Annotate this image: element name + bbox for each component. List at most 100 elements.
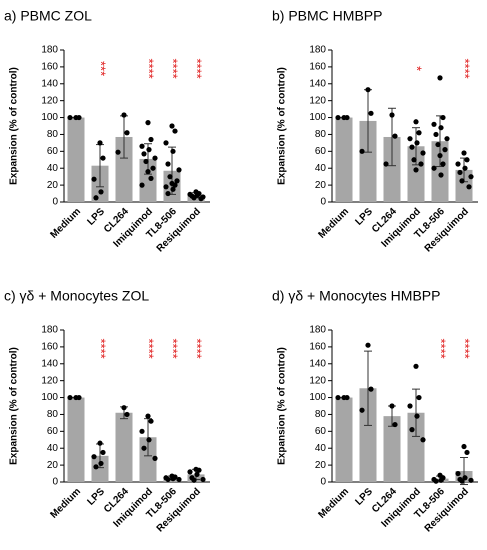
y-tick-label: 180 — [309, 325, 326, 336]
significance: **** — [458, 58, 473, 78]
y-tick-label: 40 — [315, 443, 327, 454]
data-point — [91, 454, 97, 460]
data-point — [169, 123, 175, 129]
panel-title: c) γδ + Monocytes ZOL — [4, 288, 149, 304]
y-tick-label: 140 — [41, 358, 58, 369]
data-point — [383, 161, 389, 167]
data-point — [392, 133, 398, 139]
y-tick-label: 140 — [41, 78, 58, 89]
y-tick-label: 180 — [309, 45, 326, 56]
data-point — [139, 182, 145, 188]
data-point — [152, 455, 158, 461]
error-bar — [364, 350, 372, 426]
y-tick-label: 0 — [320, 477, 326, 488]
data-point — [435, 141, 441, 148]
y-tick-label: 140 — [309, 78, 326, 89]
bar — [383, 416, 401, 482]
data-point — [148, 175, 154, 181]
data-point — [335, 114, 341, 121]
y-tick-label: 0 — [320, 197, 326, 208]
significance: **** — [142, 58, 157, 78]
significance: **** — [190, 338, 205, 358]
data-point — [466, 184, 472, 190]
data-point — [152, 155, 158, 161]
y-tick-label: 0 — [52, 477, 58, 488]
data-point — [389, 112, 395, 118]
y-tick-label: 100 — [309, 392, 326, 403]
data-point — [455, 161, 461, 167]
data-point — [437, 75, 443, 81]
y-tick-label: 120 — [41, 95, 58, 106]
y-tick-label: 60 — [47, 146, 59, 157]
data-point — [459, 478, 465, 484]
y-tick-label: 60 — [315, 426, 327, 437]
data-point — [172, 128, 178, 134]
data-point — [121, 405, 127, 411]
significance: **** — [94, 338, 109, 358]
panel: d) γδ + Monocytes HMBPP Expansion (% of c… — [272, 288, 478, 534]
bar — [115, 412, 133, 482]
y-tick-label: 160 — [309, 342, 326, 353]
data-point — [416, 130, 422, 136]
data-point — [115, 149, 121, 155]
data-point — [165, 190, 171, 197]
y-axis-label: Expansion (% of control) — [9, 67, 20, 185]
significance: **** — [190, 58, 205, 78]
data-point — [413, 363, 419, 369]
y-tick-label: 100 — [41, 112, 58, 123]
data-point — [194, 471, 200, 477]
data-point — [438, 125, 444, 131]
data-point — [468, 477, 474, 483]
bar — [383, 136, 401, 202]
bar — [67, 117, 85, 202]
y-tick-label: 20 — [315, 180, 327, 191]
data-point — [431, 165, 437, 171]
data-point — [150, 165, 156, 171]
bar — [91, 455, 109, 482]
data-point — [437, 152, 443, 159]
data-point — [420, 437, 426, 443]
y-tick-label: 160 — [41, 62, 58, 73]
y-tick-label: 80 — [315, 129, 327, 140]
data-point — [413, 167, 419, 173]
data-point — [198, 196, 204, 202]
y-tick-label: 80 — [47, 409, 59, 420]
data-point — [141, 445, 147, 451]
data-point — [97, 440, 103, 446]
data-point — [464, 449, 470, 456]
data-point — [170, 476, 176, 482]
data-point — [176, 167, 182, 173]
data-point — [368, 386, 374, 392]
y-tick-label: 120 — [309, 95, 326, 106]
significance: * — [410, 66, 425, 71]
data-point — [442, 147, 448, 153]
panel: c) γδ + Monocytes ZOL Expansion (% of con… — [4, 288, 210, 534]
data-point — [98, 460, 104, 467]
y-tick-label: 20 — [315, 460, 327, 471]
y-tick-label: 180 — [41, 325, 58, 336]
x-tick-label: Medium — [48, 206, 83, 241]
data-point — [389, 403, 395, 409]
data-point — [141, 151, 147, 157]
data-point — [146, 147, 152, 153]
y-tick-label: 40 — [47, 443, 59, 454]
significance: *** — [94, 61, 109, 76]
bar — [431, 141, 449, 202]
data-point — [174, 178, 180, 184]
bar — [335, 117, 353, 202]
bar — [455, 169, 473, 202]
data-point — [165, 476, 171, 483]
data-point — [200, 476, 206, 483]
data-point — [414, 413, 420, 419]
data-point — [392, 421, 398, 428]
data-point — [464, 157, 470, 163]
data-point — [139, 143, 145, 149]
data-point — [409, 144, 415, 150]
y-tick-label: 60 — [47, 426, 59, 437]
data-point — [121, 112, 127, 118]
data-point — [145, 120, 151, 126]
data-point — [124, 130, 130, 136]
data-point — [76, 114, 82, 121]
data-point — [420, 150, 426, 156]
y-tick-label: 180 — [41, 45, 58, 56]
